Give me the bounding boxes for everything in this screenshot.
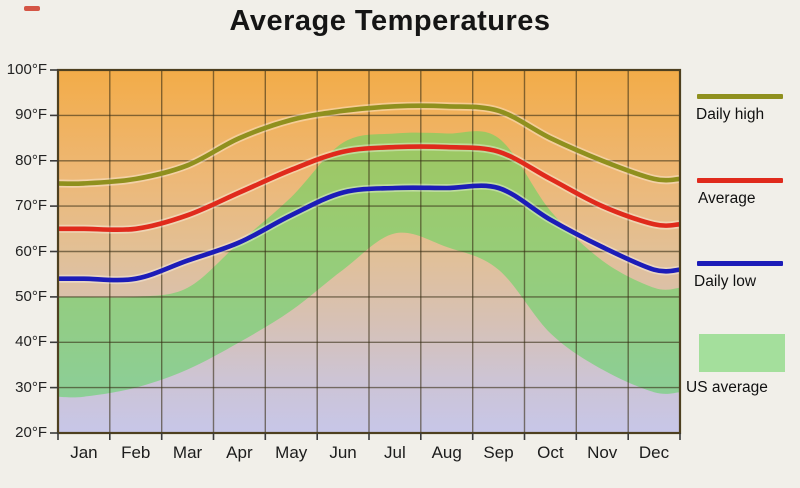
y-tick-label: 100°F — [6, 61, 47, 78]
legend-label-daily-high: Daily high — [696, 106, 765, 123]
x-month-label: Aug — [431, 443, 462, 462]
x-month-label: Mar — [172, 443, 203, 462]
y-tick-label: 80°F — [15, 151, 47, 169]
x-month-label: Jul — [384, 443, 406, 462]
x-month-label: Oct — [537, 443, 564, 462]
x-axis: Jan Feb Mar Apr May Jun Jul Aug Sep Oct Nov Dec — [58, 440, 680, 466]
scan-artifact-mark — [24, 6, 40, 11]
legend-label-daily-low: Daily low — [694, 273, 757, 290]
chart-title: Average Temperatures — [229, 5, 551, 37]
average-line-swatch — [697, 178, 783, 183]
plot-area — [50, 62, 696, 441]
y-tick-label: 30°F — [15, 378, 47, 396]
series-daily-high — [58, 103, 680, 187]
y-tick-label: 70°F — [15, 197, 47, 215]
x-month-label: Jun — [329, 443, 357, 462]
chart-legend: Daily high Average Daily low US average — [680, 0, 800, 488]
temperature-chart-svg — [50, 68, 682, 440]
series-average — [58, 144, 680, 233]
x-month-label: Nov — [587, 443, 618, 462]
y-tick-label: 60°F — [15, 242, 47, 260]
us-average-area-swatch — [699, 334, 785, 372]
x-month-label: Sep — [483, 443, 514, 462]
daily-high-line-swatch — [697, 94, 783, 99]
x-month-label: May — [275, 443, 308, 462]
y-tick-label: 20°F — [15, 424, 47, 441]
x-month-label: Apr — [226, 443, 253, 462]
y-tick-label: 40°F — [15, 333, 47, 351]
axis-ticks — [50, 69, 681, 440]
y-tick-label: 50°F — [15, 287, 47, 305]
series-daily-low — [58, 183, 680, 283]
y-tick-label: 90°F — [15, 106, 47, 124]
x-month-label: Jan — [70, 443, 98, 462]
daily-low-line-swatch — [697, 261, 783, 266]
legend-label-us-average: US average — [686, 379, 768, 396]
x-month-label: Feb — [121, 443, 151, 462]
x-month-label: Dec — [638, 443, 670, 462]
legend-label-average: Average — [698, 190, 756, 207]
